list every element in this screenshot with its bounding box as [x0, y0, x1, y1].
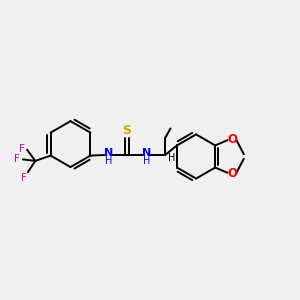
Text: H: H [105, 157, 112, 166]
Text: F: F [19, 143, 25, 154]
Text: N: N [142, 148, 152, 158]
Text: H: H [168, 153, 175, 163]
Text: N: N [104, 148, 113, 158]
Text: O: O [228, 167, 238, 180]
Text: O: O [228, 133, 238, 146]
Text: F: F [14, 154, 20, 164]
Text: S: S [122, 124, 131, 137]
Text: H: H [143, 157, 151, 166]
Text: F: F [22, 173, 27, 183]
